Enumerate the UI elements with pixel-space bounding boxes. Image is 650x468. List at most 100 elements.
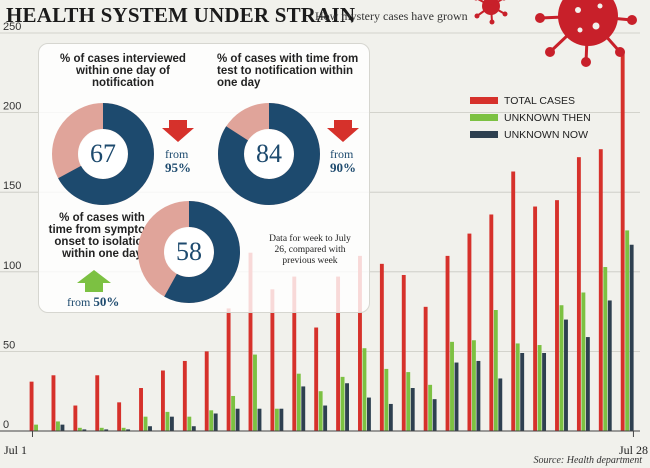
bar — [253, 354, 257, 431]
source-note: Source: Health department — [533, 455, 643, 466]
bar — [73, 405, 78, 431]
stat-3-value: 58 — [176, 237, 202, 266]
virus-large-icon — [535, 0, 637, 67]
bar — [314, 327, 319, 431]
bar — [279, 408, 284, 431]
bar — [82, 429, 87, 431]
bar — [296, 373, 301, 431]
bar — [476, 360, 481, 431]
bar — [143, 416, 148, 431]
bar — [607, 300, 612, 431]
bar — [366, 397, 371, 431]
x-axis-ticks: Jul 1 Jul 28 — [4, 431, 648, 457]
bar — [56, 421, 60, 431]
bar — [559, 305, 564, 431]
arrow-up-icon — [77, 270, 111, 292]
bar — [515, 343, 520, 431]
stat-1-label: % of cases interviewed within one day of… — [60, 53, 186, 89]
bar — [358, 255, 362, 431]
stat-1-from-text: from — [165, 147, 189, 161]
bar — [537, 345, 542, 431]
bar — [213, 413, 218, 431]
stat-3-donut — [138, 201, 240, 303]
bar — [406, 372, 411, 431]
bar — [445, 255, 450, 431]
y-tick-label: 150 — [3, 180, 21, 192]
bar — [629, 244, 634, 431]
bar — [533, 206, 538, 431]
stat-3-label: % of cases with time from symptom onset … — [48, 212, 156, 260]
stat-1-value: 67 — [90, 139, 116, 168]
y-tick-label: 100 — [3, 260, 21, 272]
bar — [388, 403, 393, 431]
bar — [51, 375, 56, 431]
bar — [104, 429, 109, 431]
legend-item-unknown-then: UNKNOWN THEN — [470, 109, 591, 126]
bar — [248, 252, 253, 431]
bar — [34, 424, 39, 431]
bar — [603, 267, 608, 431]
stat-2-from-value: 90% — [330, 160, 356, 175]
bar — [29, 381, 34, 431]
bar — [598, 149, 603, 431]
bar — [498, 378, 503, 431]
bar — [423, 306, 428, 431]
legend-swatch-total — [470, 97, 498, 104]
bar — [450, 341, 454, 431]
bar — [489, 214, 494, 431]
bar — [564, 319, 568, 431]
bar — [209, 410, 214, 431]
y-tick-label: 50 — [3, 339, 15, 351]
bar — [60, 424, 65, 431]
bar — [362, 348, 367, 431]
bar — [318, 391, 323, 431]
bar — [187, 416, 192, 431]
bar — [231, 395, 236, 431]
bar — [432, 399, 437, 431]
bar — [257, 408, 262, 431]
bar — [182, 360, 187, 431]
stat-1-donut — [52, 103, 154, 205]
bar — [585, 337, 590, 431]
bar — [520, 352, 525, 431]
bar — [126, 429, 131, 431]
bar — [576, 157, 581, 431]
legend-label-total: TOTAL CASES — [504, 94, 575, 107]
bar — [77, 427, 82, 431]
bar — [625, 230, 630, 431]
y-tick-label: 0 — [3, 419, 9, 431]
bar — [511, 171, 516, 431]
bar — [301, 386, 306, 431]
bar — [148, 426, 152, 431]
bar — [191, 426, 196, 431]
y-axis-ticks: 0 50 100 150 200 250 — [3, 21, 21, 431]
bar — [410, 388, 415, 431]
bar — [345, 383, 349, 431]
stat-1-from: from 95% — [165, 148, 191, 175]
bar — [139, 388, 143, 431]
bar — [169, 416, 174, 431]
bar — [204, 351, 209, 431]
bar — [165, 411, 170, 431]
stat-1-from-value: 95% — [165, 160, 191, 175]
stat-3-from-value: 50% — [93, 294, 120, 309]
stat-2-donut — [218, 103, 320, 205]
y-tick-label: 250 — [3, 21, 21, 33]
bar — [121, 427, 126, 431]
bar — [226, 308, 231, 431]
stat-2-label: % of cases with time from test to notifi… — [217, 53, 359, 89]
bar — [235, 408, 240, 431]
legend-label-unknown-then: UNKNOWN THEN — [504, 111, 591, 124]
legend-label-unknown-now: UNKNOWN NOW — [504, 128, 588, 141]
legend-swatch-unknown-now — [470, 131, 498, 138]
bar — [467, 233, 472, 431]
bar — [542, 352, 547, 431]
arrow-down-icon — [162, 120, 194, 142]
y-tick-label: 200 — [3, 101, 21, 113]
virus-icon — [474, 0, 508, 25]
bar — [160, 370, 165, 431]
bar — [340, 376, 345, 431]
legend-item-unknown-now: UNKNOWN NOW — [470, 126, 591, 143]
arrow-down-icon — [327, 120, 359, 142]
